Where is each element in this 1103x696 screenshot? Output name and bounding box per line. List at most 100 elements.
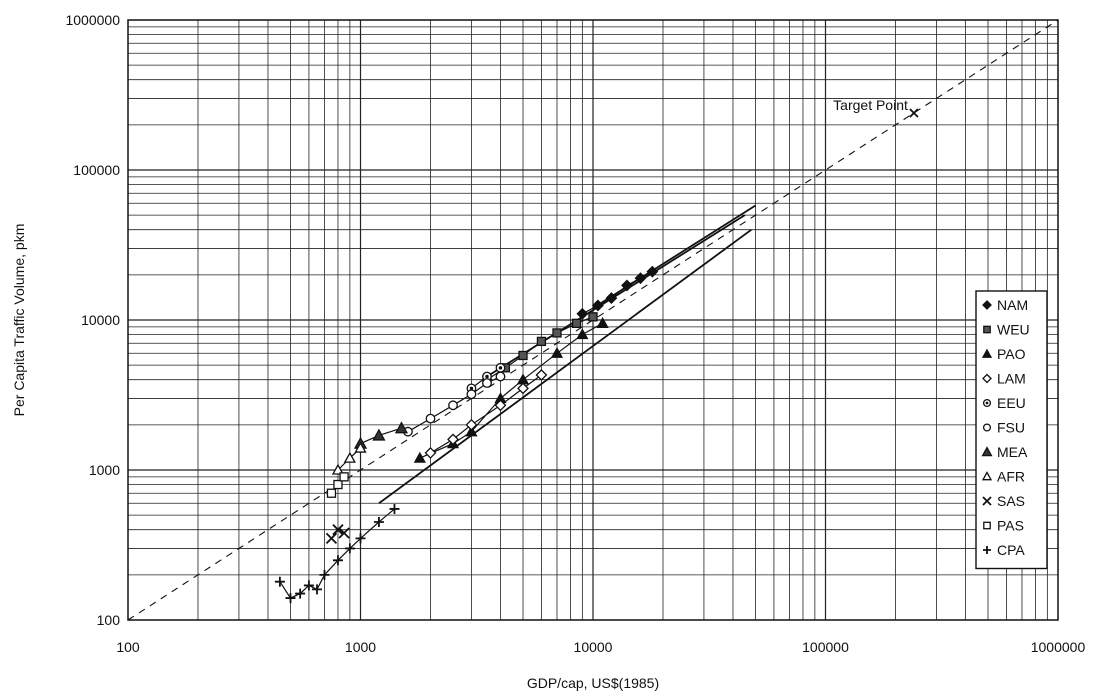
series-afr [331, 441, 367, 475]
legend-marker [981, 471, 993, 481]
point-weu [571, 318, 582, 328]
series-lam [424, 369, 548, 459]
point-sas [338, 527, 350, 539]
x-tick-labels: 100 1000 10000 100000 1000000 [116, 639, 1085, 655]
reference-line [127, 19, 1059, 621]
legend-marker [982, 300, 992, 310]
x-axis-title: GDP/cap, US$(1985) [527, 675, 659, 691]
reference-line-group [127, 19, 1059, 621]
y-tick-label: 100 [97, 612, 121, 628]
series-mea [353, 421, 409, 449]
point-weu [552, 328, 562, 338]
plot-frame [127, 19, 1059, 621]
x-tick-label: 10000 [574, 639, 613, 655]
legend-label: LAM [997, 371, 1026, 387]
point-pas [326, 488, 337, 498]
point-eeu [495, 362, 506, 373]
legend-marker [983, 325, 991, 334]
point-pas [339, 472, 349, 482]
y-axis-title: Per Capita Traffic Volume, pkm [11, 224, 27, 417]
point-cpa [312, 584, 323, 595]
y-tick-label: 10000 [81, 312, 120, 328]
point-fsu [448, 400, 458, 411]
trend-line-pao [378, 228, 752, 505]
legend-item-eeu: EEU [982, 395, 1026, 411]
point-cpa [355, 533, 366, 544]
point-pas [333, 479, 343, 490]
legend-item-lam: LAM [982, 371, 1026, 387]
legend-marker [983, 521, 991, 530]
target-point-label: Target Point [833, 97, 908, 113]
legend-marker [981, 446, 993, 457]
point-nam [592, 299, 604, 312]
legend-label: MEA [997, 444, 1028, 460]
point-pao [465, 425, 478, 437]
legend-label: EEU [997, 395, 1026, 411]
point-sas [332, 524, 344, 536]
legend: NAM WEU PAO LAM EEU FSU MEA AFR SAS PAS CPA [975, 290, 1048, 570]
point-weu [518, 350, 528, 361]
point-pao [550, 346, 564, 358]
point-cpa [303, 580, 314, 591]
point-nam [646, 265, 659, 278]
point-afr [354, 441, 367, 453]
y-tick-label: 100000 [73, 162, 120, 178]
point-pao [596, 317, 609, 328]
marker-dot [485, 374, 489, 379]
legend-marker [982, 398, 992, 408]
legend-label: SAS [997, 493, 1025, 509]
grid-lines [128, 20, 1058, 620]
legend-marker [982, 496, 992, 506]
point-afr [343, 451, 356, 463]
point-nam [576, 307, 589, 320]
point-mea [394, 421, 409, 434]
legend-item-weu: WEU [983, 322, 1030, 338]
legend-label: PAO [997, 346, 1026, 362]
legend-label: FSU [997, 420, 1025, 436]
series-sas [325, 524, 350, 545]
x-tick-label: 1000 [345, 639, 376, 655]
point-mea [372, 428, 386, 441]
point-weu [588, 312, 598, 322]
data-points [274, 265, 659, 604]
target-point-marker [909, 108, 919, 118]
point-cpa [295, 588, 306, 599]
point-lam [447, 433, 459, 446]
point-nam [634, 272, 647, 285]
legend-item-cpa: CPA [983, 542, 1025, 558]
y-tick-labels: 100 1000 10000 100000 1000000 [65, 12, 120, 628]
point-cpa [332, 555, 343, 566]
point-weu [536, 336, 547, 347]
legend-label: NAM [997, 297, 1028, 313]
point-pao [413, 451, 426, 463]
legend-item-mea: MEA [981, 444, 1028, 460]
legend-marker [982, 423, 992, 432]
point-afr [331, 463, 345, 475]
point-fsu [482, 378, 492, 388]
point-cpa [344, 543, 355, 554]
point-lam [424, 446, 437, 459]
point-fsu [466, 389, 477, 400]
point-pao [576, 328, 589, 340]
point-cpa [319, 569, 330, 580]
y-tick-label: 1000000 [65, 12, 120, 28]
point-fsu [495, 371, 506, 382]
point-lam [517, 382, 529, 395]
legend-marker [983, 546, 991, 554]
point-lam [535, 369, 548, 381]
legend-marker [981, 348, 993, 358]
legend-item-fsu: FSU [982, 420, 1025, 436]
legend-item-afr: AFR [981, 469, 1025, 485]
legend-label: PAS [997, 518, 1024, 534]
point-cpa [285, 593, 296, 604]
series-fsu [403, 371, 506, 437]
point-lam [465, 418, 478, 431]
target-point-annotation: Target Point [833, 97, 919, 118]
point-nam [605, 292, 618, 305]
point-nam [621, 279, 633, 292]
marker-dot [985, 401, 989, 405]
x-tick-label: 100000 [802, 639, 849, 655]
point-fsu [425, 413, 436, 424]
